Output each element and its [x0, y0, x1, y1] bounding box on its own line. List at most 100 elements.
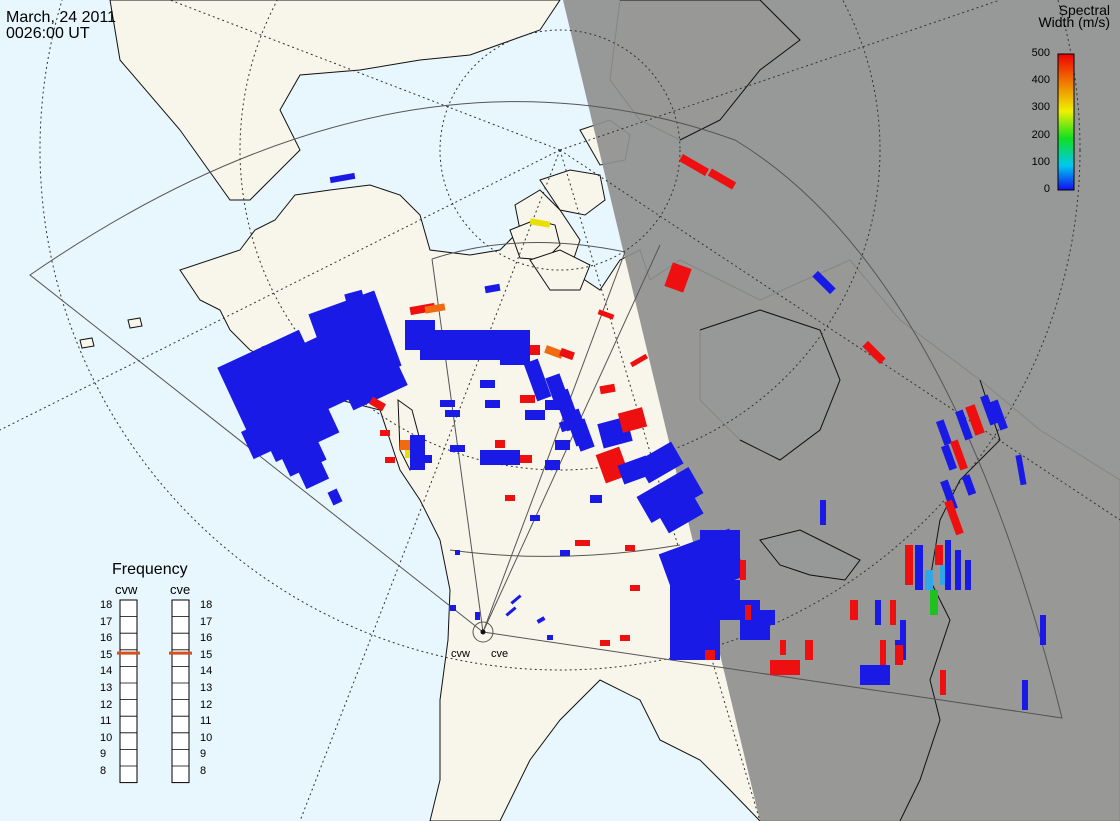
echo-cell [720, 600, 760, 620]
echo-cell [935, 419, 953, 446]
echo-cell [955, 409, 973, 441]
echo-cell [630, 585, 640, 591]
station-label-east: cve [491, 648, 509, 660]
colorbar-tick-label: 400 [1031, 74, 1050, 87]
echo-cell [950, 439, 968, 471]
arctic-island-4 [529, 249, 591, 291]
echo-cell [400, 440, 410, 450]
echo-cell [295, 455, 330, 490]
echo-cell [344, 289, 364, 303]
echo-cell [536, 616, 546, 624]
echo-cell [905, 545, 913, 585]
echo-cell [617, 407, 648, 433]
frequency-cvw-label: cvw [115, 582, 138, 597]
echo-cell [545, 460, 560, 470]
spectral-width-colorbar [1057, 53, 1075, 191]
echo-cell [679, 154, 709, 176]
night-coastlines [620, 0, 1001, 821]
frequency-tick-right: 17 [200, 615, 213, 628]
echo-cell [890, 600, 896, 625]
echo-cell [410, 435, 425, 470]
echo-cell [925, 570, 933, 590]
frequency-tick-right: 16 [200, 632, 213, 645]
echo-cell [520, 395, 535, 403]
echo-cell [820, 500, 826, 525]
echo-cell [329, 172, 356, 184]
frequency-tick-right: 12 [200, 698, 213, 711]
fov-beam-mid [482, 244, 661, 633]
echo-cell [570, 418, 595, 452]
greenland-coast-night [620, 0, 801, 141]
echo-cell [1022, 680, 1028, 710]
echo-cell [530, 345, 540, 355]
echo-cell [900, 620, 906, 660]
echo-cell [424, 303, 446, 314]
latitude-circle-70 [239, 0, 881, 471]
echo-cell [1015, 454, 1027, 486]
latitude-circle-80 [439, 29, 681, 271]
echo-cell [544, 345, 564, 359]
echo-cell [620, 635, 630, 641]
echo-cell [261, 343, 275, 353]
frequency-cve-label: cve [170, 582, 191, 597]
echo-cell [656, 491, 704, 534]
echo-cell [636, 467, 704, 523]
fov-range-arc [449, 544, 681, 557]
echo-cell [780, 640, 786, 655]
echo-cell [760, 610, 775, 625]
echo-cell [664, 262, 692, 293]
echo-cell [480, 450, 520, 465]
echo-cell [945, 540, 951, 590]
echo-cell [409, 302, 436, 316]
echo-cell [555, 440, 570, 450]
frequency-tick-left: 11 [100, 715, 112, 728]
frequency-title: Frequency [112, 561, 188, 578]
fov-inner-arc [431, 242, 626, 260]
colorbar-tick-label: 300 [1031, 101, 1050, 114]
echo-cell [935, 545, 943, 565]
frequency-indicator [117, 599, 192, 784]
echo-cell [629, 353, 649, 368]
echo-cell [940, 444, 958, 471]
echo-cell [680, 640, 710, 660]
echo-cell [805, 640, 813, 660]
echo-cell [484, 283, 501, 294]
echo-cell [558, 417, 577, 433]
echo-cell [450, 445, 465, 452]
station-site [472, 621, 494, 643]
frequency-tick-right: 9 [200, 748, 207, 761]
latitude-circle-60 [39, 0, 1081, 671]
radar-echo-cells [217, 154, 1046, 710]
time-label: 0026:00 UT [6, 25, 90, 42]
frequency-tick-right: 18 [200, 599, 213, 611]
echo-cell [940, 565, 948, 585]
echo-cell [940, 670, 946, 695]
echo-cell [965, 560, 971, 590]
echo-cell [495, 440, 505, 448]
colorbar-tick-label: 500 [1031, 47, 1050, 59]
aleutian-island-1 [127, 317, 143, 329]
great-lakes-coast-night [759, 529, 861, 581]
echo-cell [385, 457, 395, 463]
echo-cell [965, 404, 985, 436]
echo-cell [560, 550, 570, 556]
station-label-west: cvw [451, 648, 470, 660]
echo-cell [485, 400, 500, 408]
echo-cell [505, 606, 517, 617]
echo-cell [545, 400, 565, 410]
echo-cell [980, 394, 998, 426]
station-dot [480, 629, 486, 635]
echo-cell [745, 605, 751, 620]
frequency-tick-right: 14 [200, 665, 213, 678]
echo-cell [455, 550, 460, 555]
echo-cell [450, 605, 456, 611]
echo-cell [940, 479, 958, 511]
aleutian-island-2 [79, 337, 95, 349]
echo-cell [700, 530, 740, 560]
echo-cell [944, 499, 964, 536]
echo-cell [440, 400, 455, 407]
echo-cell [875, 600, 881, 625]
echo-cell [862, 340, 886, 365]
east-coast-night [899, 379, 1001, 821]
